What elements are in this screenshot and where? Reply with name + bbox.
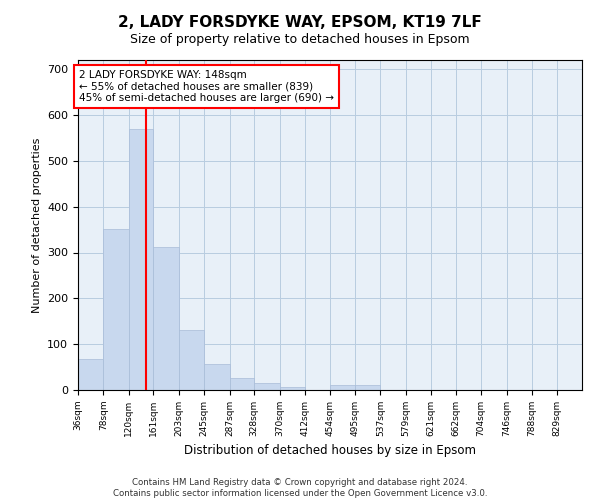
Bar bbox=[154, 247, 179, 390]
Y-axis label: Number of detached properties: Number of detached properties bbox=[32, 138, 41, 312]
Bar bbox=[179, 330, 204, 390]
Bar bbox=[204, 364, 230, 390]
Bar bbox=[280, 387, 305, 390]
Text: Contains HM Land Registry data © Crown copyright and database right 2024.
Contai: Contains HM Land Registry data © Crown c… bbox=[113, 478, 487, 498]
Bar bbox=[103, 228, 129, 390]
Bar bbox=[129, 128, 154, 390]
Bar bbox=[254, 382, 280, 390]
Bar bbox=[355, 386, 380, 390]
Text: Size of property relative to detached houses in Epsom: Size of property relative to detached ho… bbox=[130, 32, 470, 46]
Bar bbox=[230, 378, 254, 390]
Text: 2 LADY FORSDYKE WAY: 148sqm
← 55% of detached houses are smaller (839)
45% of se: 2 LADY FORSDYKE WAY: 148sqm ← 55% of det… bbox=[79, 70, 334, 103]
Bar bbox=[331, 386, 355, 390]
Text: 2, LADY FORSDYKE WAY, EPSOM, KT19 7LF: 2, LADY FORSDYKE WAY, EPSOM, KT19 7LF bbox=[118, 15, 482, 30]
Bar bbox=[78, 359, 103, 390]
X-axis label: Distribution of detached houses by size in Epsom: Distribution of detached houses by size … bbox=[184, 444, 476, 458]
